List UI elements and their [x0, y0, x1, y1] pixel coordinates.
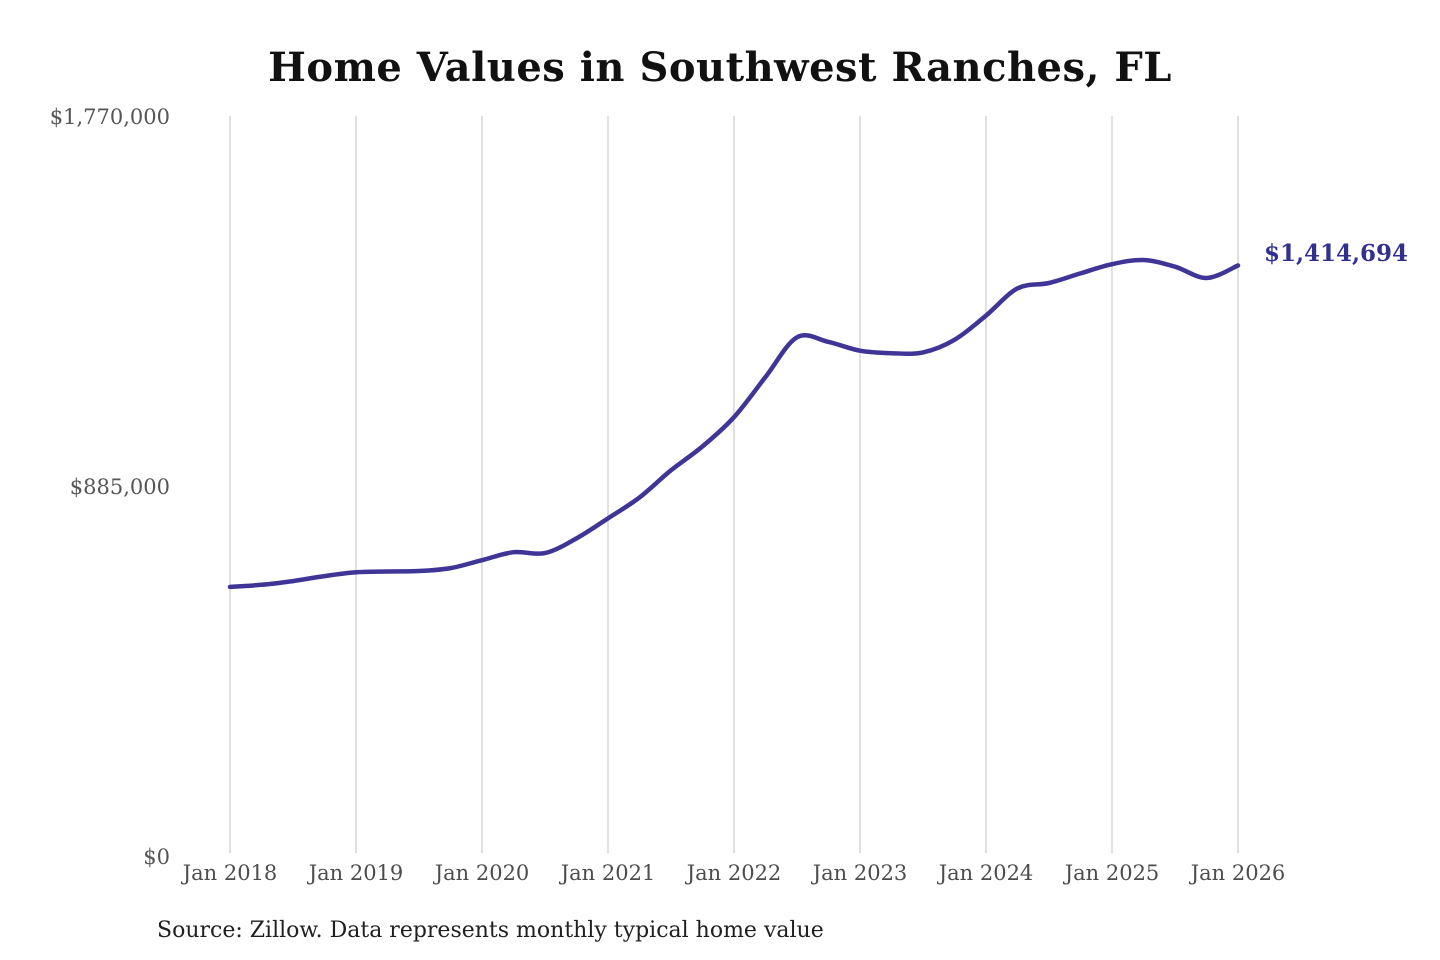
x-tick-label-jan-2020: Jan 2020: [434, 861, 530, 885]
x-tick-label-jan-2024: Jan 2024: [938, 861, 1034, 885]
x-tick-label-jan-2021: Jan 2021: [560, 861, 656, 885]
x-tick-label-jan-2023: Jan 2023: [812, 861, 908, 885]
x-tick-label-jan-2022: Jan 2022: [686, 861, 782, 885]
home-value-series-line: [227, 257, 1241, 590]
y-tick-label-1770000: $1,770,000: [49, 105, 170, 129]
x-tick-label-jan-2019: Jan 2019: [308, 861, 404, 885]
source-note: Source: Zillow. Data represents monthly …: [157, 918, 824, 943]
chart-title: Home Values in Southwest Ranches, FL: [268, 44, 1172, 91]
x-tick-label-jan-2025: Jan 2025: [1064, 861, 1160, 885]
x-tick-label-jan-2026: Jan 2026: [1190, 861, 1286, 885]
y-tick-label-0: $0: [143, 845, 170, 869]
y-tick-label-885000: $885,000: [69, 475, 170, 499]
x-tick-label-jan-2018: Jan 2018: [182, 861, 278, 885]
latest-value-label: $1,414,694: [1264, 240, 1409, 267]
